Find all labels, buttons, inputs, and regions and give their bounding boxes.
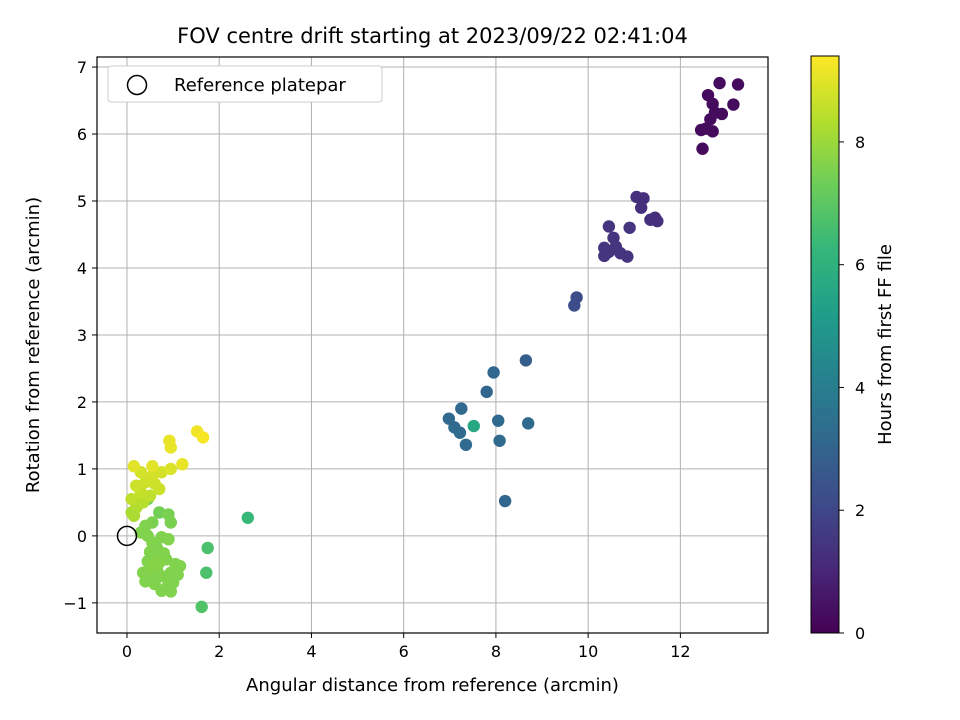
data-point	[644, 213, 657, 226]
data-point	[706, 125, 719, 138]
y-tick-label: 0	[77, 527, 87, 546]
data-point	[487, 366, 500, 379]
data-point	[623, 221, 636, 234]
data-point	[453, 426, 467, 439]
reference-platepar-marker	[116, 525, 138, 547]
x-tick-label: 4	[306, 642, 316, 661]
data-point	[598, 249, 611, 263]
colorbar-tick-label: 6	[855, 256, 865, 275]
data-point	[480, 385, 493, 399]
x-tick-label: 10	[578, 642, 598, 661]
x-tick-label: 0	[122, 642, 132, 661]
legend: Reference platepar	[107, 65, 383, 103]
data-point	[498, 494, 512, 508]
y-tick-label: 5	[77, 192, 87, 211]
data-point	[164, 516, 177, 529]
x-tick-label: 12	[670, 642, 690, 661]
data-point	[200, 566, 213, 579]
chart-title: FOV centre drift starting at 2023/09/22 …	[177, 24, 688, 48]
data-point	[241, 511, 255, 524]
data-point	[519, 354, 533, 367]
data-point	[455, 402, 468, 415]
y-tick-label: 7	[77, 58, 87, 77]
data-point	[153, 556, 166, 569]
data-point	[568, 299, 581, 312]
data-point	[125, 492, 138, 506]
reference-marker-group	[116, 525, 138, 547]
data-point	[164, 441, 177, 454]
colorbar-tick-label: 2	[855, 501, 865, 520]
plot-frame	[96, 56, 769, 634]
legend-entry-reference: Reference platepar	[174, 75, 346, 96]
x-tick-label: 6	[399, 642, 409, 661]
data-point	[146, 460, 159, 473]
colorbar-gradient	[810, 55, 840, 634]
x-tick-label: 2	[214, 642, 224, 661]
data-point	[715, 107, 729, 121]
data-point	[162, 533, 175, 546]
data-point	[731, 78, 745, 91]
data-point	[492, 414, 505, 427]
y-axis-label: Rotation from reference (arcmin)	[23, 197, 44, 493]
colorbar: 0 2 4 6 8 Hours from first FF file	[810, 55, 896, 643]
data-point	[201, 541, 214, 555]
colorbar-ticks: 0 2 4 6 8	[839, 133, 865, 643]
grid-lines	[97, 57, 768, 633]
data-point	[127, 460, 141, 473]
data-point	[153, 482, 166, 496]
data-point	[696, 142, 709, 155]
colorbar-tick-label: 8	[855, 133, 865, 152]
colorbar-tick-label: 4	[855, 378, 865, 397]
x-axis-ticks: 0 2 4 6 8 10 12	[122, 633, 691, 661]
data-point	[727, 98, 740, 111]
data-point	[521, 417, 535, 430]
legend-reference-marker	[126, 74, 148, 96]
y-tick-label: 6	[77, 125, 87, 144]
data-point	[164, 585, 177, 598]
data-point	[196, 431, 210, 444]
colorbar-label: Hours from first FF file	[875, 244, 896, 445]
y-tick-label: −1	[63, 594, 87, 613]
data-point	[195, 600, 208, 614]
x-axis-label: Angular distance from reference (arcmin)	[246, 675, 619, 696]
y-axis-ticks: −1 0 1 2 3 4 5 6 7	[63, 58, 97, 613]
y-tick-label: 3	[77, 326, 87, 345]
y-tick-label: 2	[77, 393, 87, 412]
data-point	[493, 434, 506, 447]
data-point	[713, 76, 726, 90]
y-tick-label: 4	[77, 259, 87, 278]
data-point	[153, 506, 166, 519]
data-points	[125, 76, 745, 614]
data-point	[621, 250, 634, 263]
data-point	[127, 509, 141, 522]
data-point	[704, 113, 717, 126]
data-point	[459, 438, 473, 451]
legend-box	[107, 65, 383, 103]
data-point	[602, 220, 616, 233]
data-point	[634, 201, 648, 214]
colorbar-tick-label: 0	[855, 624, 865, 643]
data-point	[164, 462, 177, 476]
y-tick-label: 1	[77, 460, 87, 479]
x-tick-label: 8	[491, 642, 501, 661]
data-point	[155, 584, 168, 598]
data-point	[467, 419, 480, 433]
data-point	[637, 192, 650, 205]
data-point	[176, 458, 189, 471]
